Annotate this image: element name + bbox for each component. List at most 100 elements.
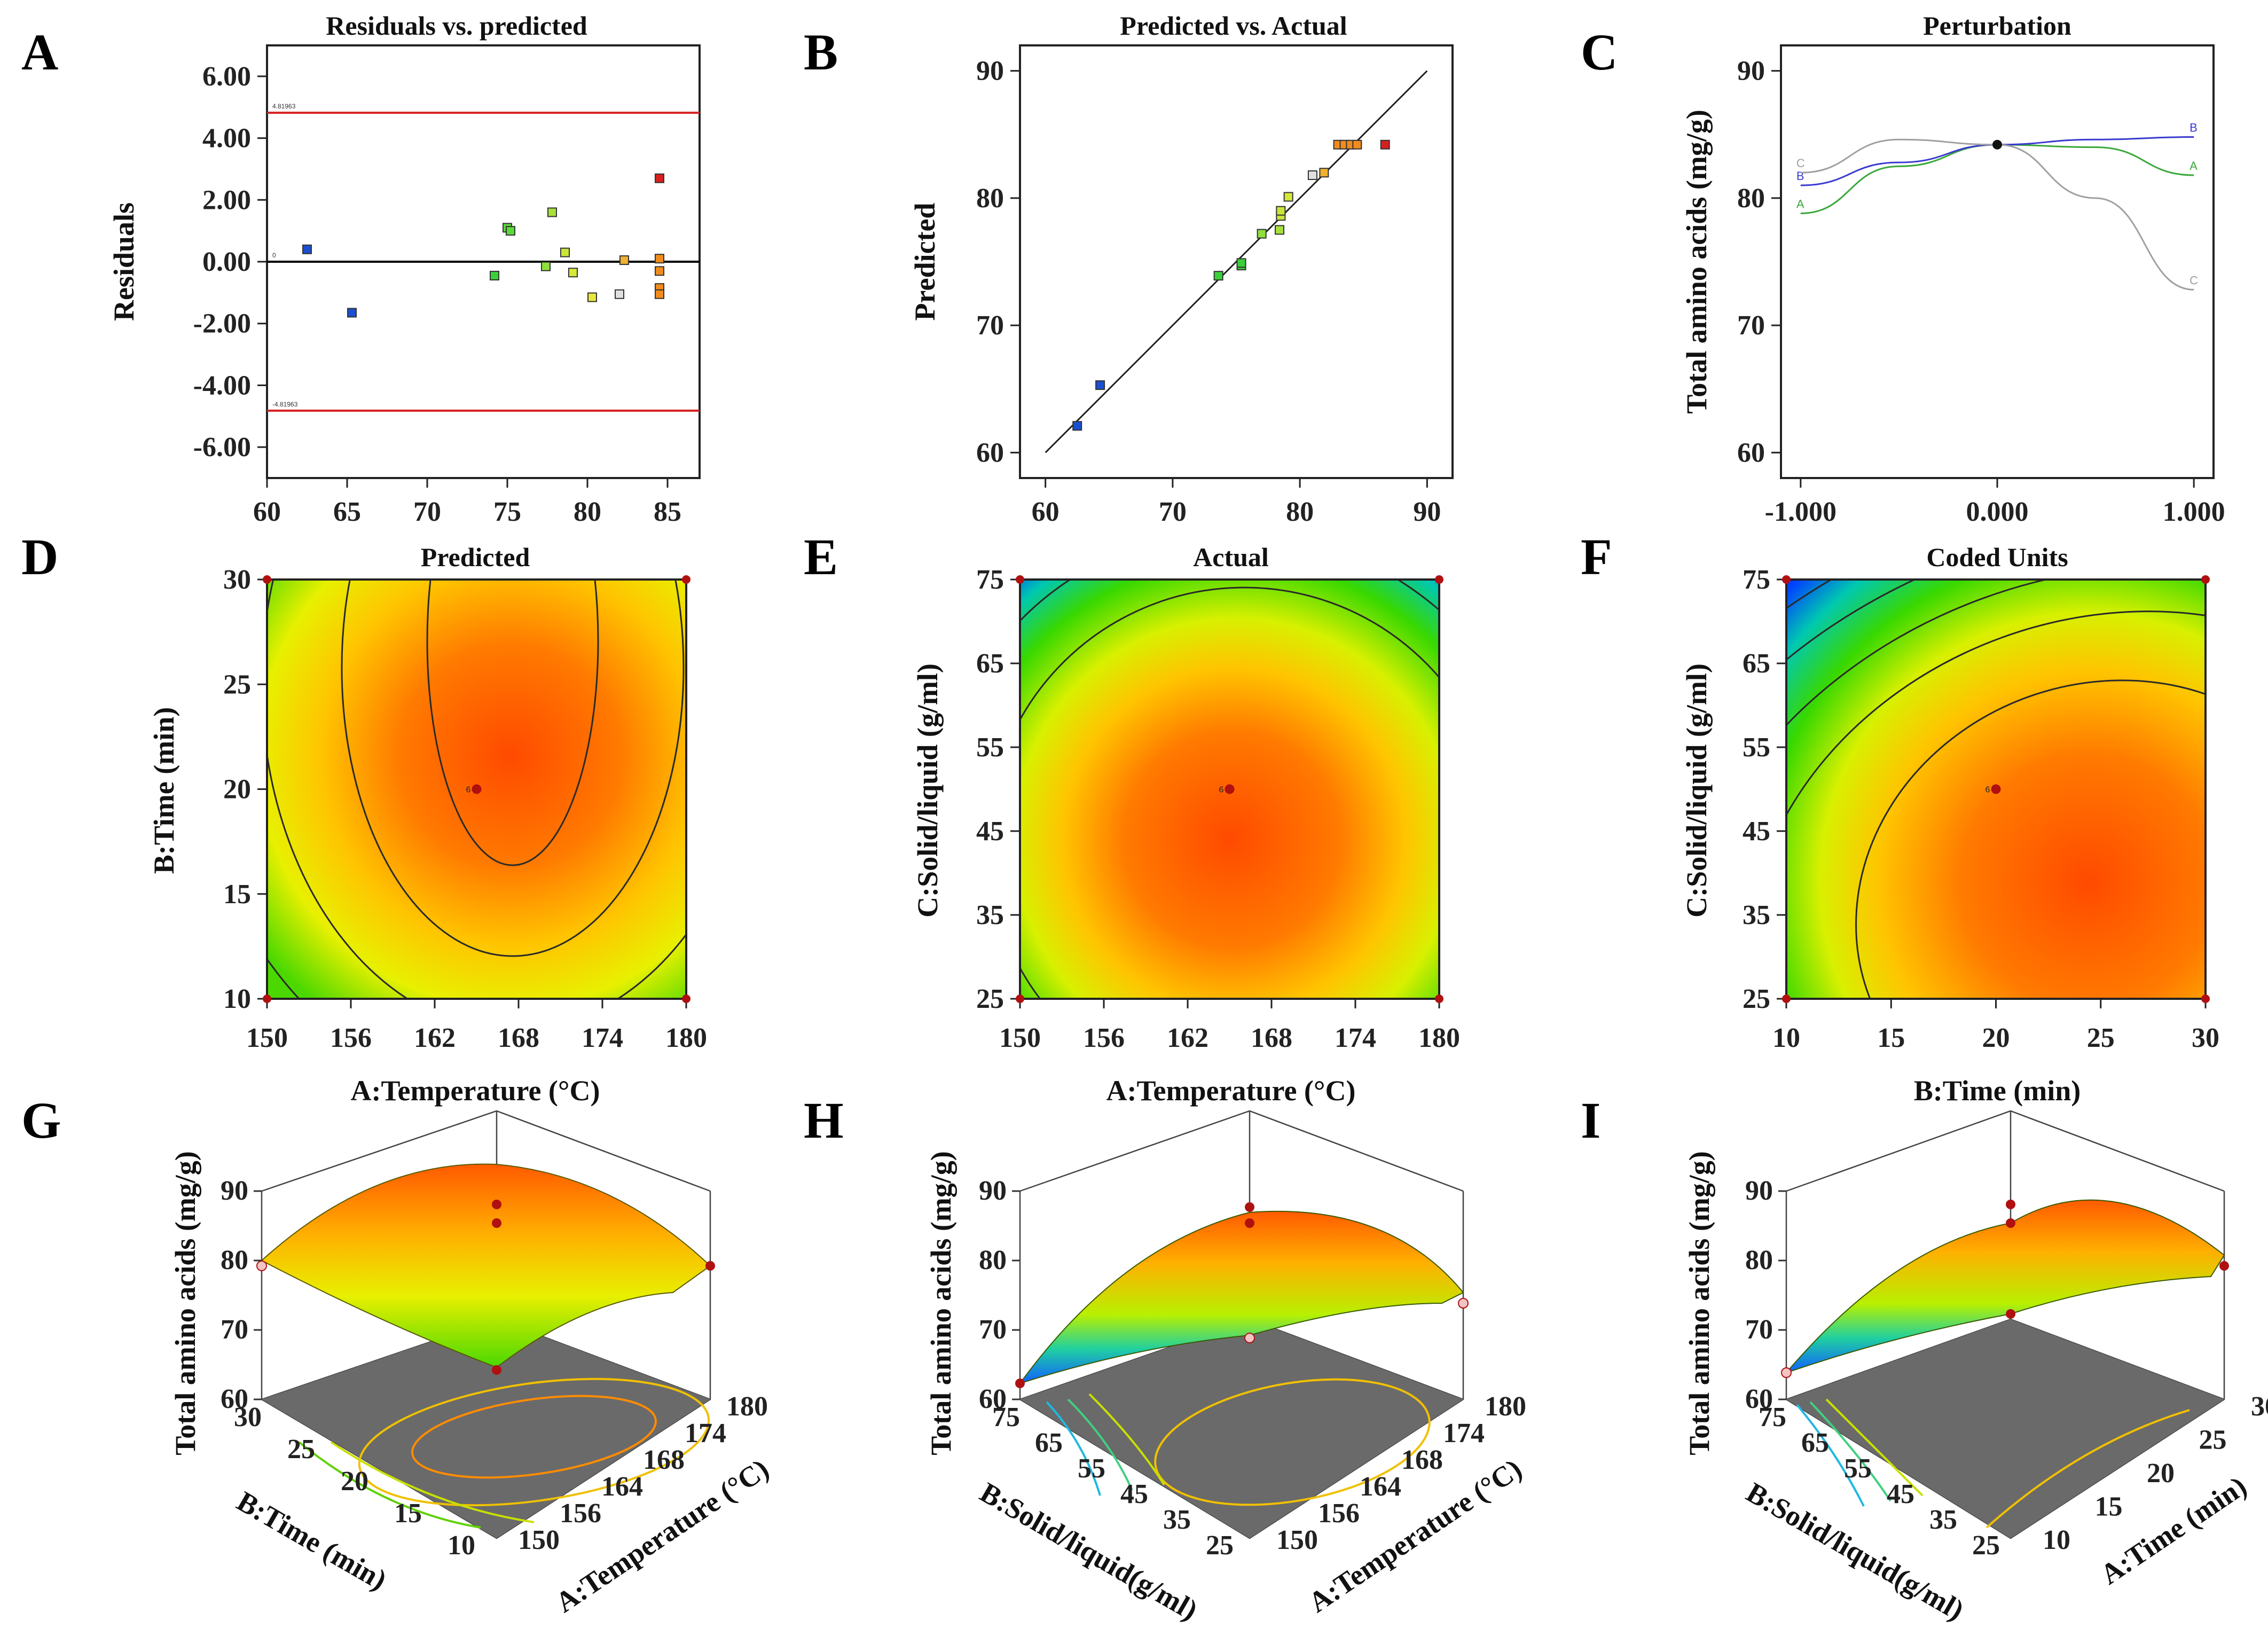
floor-contour	[1067, 1398, 1133, 1491]
data-point	[1257, 229, 1267, 239]
y-tick-label: 70	[1737, 310, 1765, 341]
reference-line-label: -4.81963	[272, 401, 298, 408]
y-tick-label: 35	[1743, 900, 1770, 930]
x-tick-label: 20	[1982, 1023, 2010, 1053]
data-point	[587, 292, 597, 302]
left-axis-tick-label: 35	[1929, 1505, 1957, 1535]
left-axis-tick-label: 10	[448, 1530, 475, 1561]
z-axis-label: Total amino acids (mg/g)	[169, 1151, 201, 1455]
panel-letter-C: C	[1581, 24, 1618, 81]
y-tick-label: 20	[223, 774, 251, 805]
x-tick-label: 80	[574, 497, 601, 527]
x-tick-label: 180	[1418, 1023, 1460, 1053]
x-tick-label: -1.000	[1765, 497, 1837, 527]
contour-line	[341, 580, 685, 957]
floor-contour	[1796, 1404, 1865, 1507]
y-tick-label: 75	[976, 565, 1004, 595]
center-point	[1225, 784, 1235, 794]
left-axis-tick-label: 25	[1972, 1530, 2000, 1561]
data-point	[347, 308, 357, 318]
response-surface	[1018, 1210, 1464, 1384]
data-point	[1095, 380, 1105, 390]
panel-letter-H: H	[804, 1092, 844, 1149]
x-tick-label: 10	[1772, 1023, 1800, 1053]
series-label: A	[1796, 197, 1804, 210]
design-point	[1016, 575, 1024, 584]
data-point	[655, 289, 664, 299]
panel-letter-B: B	[804, 24, 838, 81]
x-tick-label: 15	[1877, 1023, 1905, 1053]
y-tick-label: 25	[223, 669, 251, 700]
center-point	[1992, 139, 2002, 150]
left-axis-tick-label: 25	[287, 1434, 315, 1465]
design-point	[2006, 1218, 2015, 1228]
data-point	[619, 255, 629, 265]
box-frame	[1019, 1110, 1464, 1192]
y-tick-label: 4.00	[202, 123, 251, 154]
right-axis-tick-label: 164	[601, 1471, 643, 1502]
y-tick-label: 75	[1743, 565, 1770, 595]
y-tick-label: 70	[976, 310, 1004, 341]
floor-plane	[262, 1319, 710, 1538]
right-axis-tick-label: 174	[1443, 1418, 1485, 1449]
z-tick-label: 60	[979, 1384, 1007, 1414]
data-point	[490, 271, 499, 281]
y-tick-label: 80	[1737, 183, 1765, 214]
chart-title: Perturbation	[1923, 11, 2071, 41]
series-label: C	[1796, 156, 1805, 170]
series-label: A	[2189, 159, 2198, 173]
box-frame	[1786, 1110, 2225, 1192]
design-point	[1458, 1298, 1469, 1309]
right-axis-tick-label: 15	[2095, 1492, 2123, 1522]
y-tick-label: 25	[1743, 984, 1770, 1014]
y-tick-label: 55	[976, 732, 1004, 763]
x-tick-label: 30	[2192, 1023, 2219, 1053]
design-point	[1244, 1333, 1255, 1343]
contour-line	[1855, 679, 2206, 999]
panel-c-perturbation-chart: Perturbation Total amino acids (mg/g) -1…	[1681, 11, 2225, 527]
plot-frame	[1019, 578, 1440, 1000]
x-tick-label: 90	[1413, 497, 1441, 527]
data-point	[1072, 421, 1082, 431]
design-point	[682, 575, 690, 584]
y-tick-label: -6.00	[193, 432, 251, 463]
design-point	[682, 995, 690, 1003]
y-tick-label: 0.00	[202, 247, 251, 277]
x-tick-label: 174	[582, 1023, 623, 1053]
center-point-label: 6	[1986, 786, 1990, 795]
y-tick-label: 10	[223, 984, 251, 1014]
z-tick-label: 80	[979, 1245, 1007, 1275]
left-axis-tick-label: 75	[992, 1402, 1020, 1432]
data-point	[547, 207, 557, 217]
y-tick-label: 55	[1743, 732, 1770, 763]
x-tick-label: 162	[1167, 1023, 1208, 1053]
x-axis-label: B:Time (min)	[1914, 1075, 2081, 1107]
data-point	[541, 261, 551, 271]
data-point	[1236, 258, 1246, 268]
left-axis-tick-label: 75	[1759, 1402, 1786, 1432]
design-point	[1245, 1202, 1254, 1212]
design-point	[1435, 995, 1443, 1003]
data-point	[1352, 139, 1362, 150]
right-axis-tick-label: 180	[1485, 1391, 1526, 1422]
design-point	[2201, 995, 2210, 1003]
data-point	[655, 266, 664, 276]
data-point	[1283, 192, 1293, 202]
left-axis-label: B:Solid/liquid(g/ml)	[975, 1476, 1203, 1627]
right-axis-tick-label: 150	[1276, 1525, 1318, 1555]
data-point	[1275, 225, 1284, 235]
z-tick-label: 70	[979, 1314, 1007, 1345]
data-point	[1319, 168, 1329, 178]
y-tick-label: 65	[976, 648, 1004, 679]
x-tick-label: 80	[1286, 497, 1314, 527]
y-tick-label: 90	[1737, 56, 1765, 87]
center-point	[1991, 784, 2001, 794]
x-tick-label: 150	[246, 1023, 288, 1053]
series-label: C	[2189, 273, 2198, 287]
right-axis-tick-label: 20	[2147, 1458, 2175, 1489]
x-tick-label: 168	[498, 1023, 539, 1053]
y-tick-label: 90	[976, 56, 1004, 87]
design-point	[1245, 1218, 1254, 1228]
